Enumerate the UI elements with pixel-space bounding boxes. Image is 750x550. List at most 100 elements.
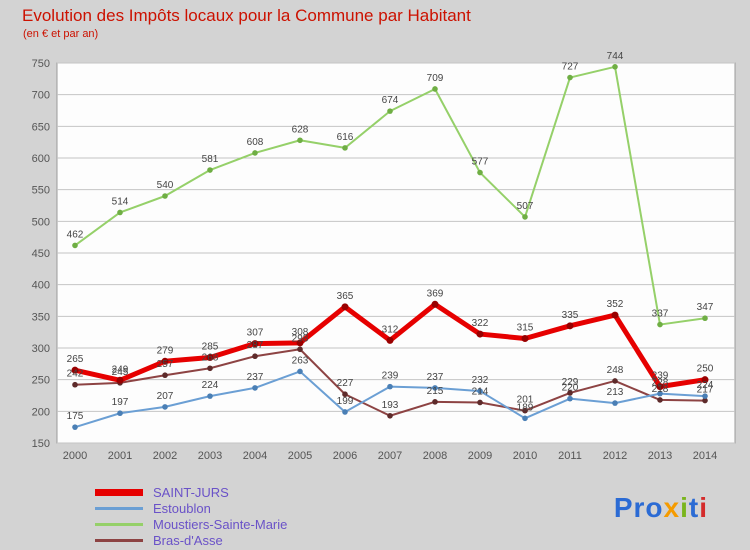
- data-point-estoublon: [432, 385, 438, 391]
- data-point-moustiers-sainte-marie: [207, 167, 213, 173]
- x-axis-tick-label: 2010: [513, 450, 537, 462]
- data-point-bras-d-asse: [702, 397, 708, 404]
- data-point-saint-jurs: [476, 330, 484, 338]
- data-label-saint-jurs: 250: [697, 364, 714, 375]
- data-label-saint-jurs: 239: [652, 371, 669, 382]
- x-axis-tick-label: 2006: [333, 450, 357, 462]
- legend-label-saint-jurs: SAINT-JURS: [153, 484, 229, 500]
- data-point-bras-d-asse: [207, 365, 213, 372]
- proxiti-logo: Proxiti: [614, 492, 708, 524]
- data-label-saint-jurs: 335: [562, 310, 579, 321]
- y-axis-tick-label: 250: [32, 375, 50, 387]
- data-point-moustiers-sainte-marie: [162, 193, 168, 199]
- data-point-bras-d-asse: [657, 397, 663, 403]
- data-point-moustiers-sainte-marie: [72, 242, 78, 249]
- data-label-estoublon: 263: [292, 355, 309, 366]
- data-label-estoublon: 175: [67, 411, 84, 422]
- data-point-saint-jurs: [566, 322, 574, 330]
- data-label-saint-jurs: 312: [382, 324, 399, 335]
- chart-subtitle: (en € et par an): [23, 28, 99, 40]
- x-axis-tick-label: 2004: [243, 450, 267, 462]
- line-chart: 150 200 250 300 350 400 450 500 550 600 650 700 750 2…: [32, 51, 736, 462]
- data-point-bras-d-asse: [342, 391, 348, 398]
- data-point-estoublon: [342, 409, 348, 415]
- data-label-estoublon: 197: [112, 397, 129, 408]
- data-label-estoublon: 224: [697, 380, 714, 391]
- data-label-bras-d-asse: 217: [697, 385, 714, 396]
- data-label-moustiers-sainte-marie: 462: [67, 229, 84, 240]
- logo-letter: r: [633, 492, 646, 523]
- data-point-estoublon: [522, 415, 528, 422]
- data-point-moustiers-sainte-marie: [522, 214, 528, 220]
- data-label-saint-jurs: 249: [112, 364, 129, 375]
- data-label-bras-d-asse: 214: [472, 386, 489, 397]
- data-point-bras-d-asse: [72, 381, 78, 388]
- data-label-estoublon: 224: [202, 380, 219, 391]
- data-point-estoublon: [612, 400, 618, 406]
- data-label-moustiers-sainte-marie: 577: [472, 157, 489, 168]
- data-point-saint-jurs: [521, 335, 529, 342]
- data-label-saint-jurs: 352: [607, 299, 624, 310]
- data-label-bras-d-asse: 268: [202, 352, 219, 363]
- data-point-estoublon: [72, 424, 78, 430]
- data-label-moustiers-sainte-marie: 514: [112, 196, 129, 207]
- logo-letter: o: [645, 492, 664, 523]
- data-label-moustiers-sainte-marie: 337: [652, 309, 669, 320]
- data-point-moustiers-sainte-marie: [432, 86, 438, 92]
- data-point-saint-jurs: [611, 311, 619, 319]
- data-point-estoublon: [567, 395, 573, 402]
- y-axis-tick-label: 550: [32, 185, 50, 197]
- data-label-estoublon: 213: [607, 387, 624, 398]
- data-label-estoublon: 237: [427, 372, 444, 383]
- data-point-saint-jurs: [341, 303, 349, 311]
- data-point-estoublon: [477, 388, 483, 394]
- logo-letter: P: [613, 492, 634, 523]
- y-axis-tick-label: 500: [32, 216, 50, 228]
- data-point-moustiers-sainte-marie: [567, 74, 573, 81]
- data-label-moustiers-sainte-marie: 581: [202, 154, 219, 165]
- y-axis-tick-label: 400: [32, 280, 50, 292]
- data-label-moustiers-sainte-marie: 628: [292, 124, 309, 135]
- data-point-saint-jurs: [251, 340, 259, 348]
- legend-item-saint-jurs: SAINT-JURS: [95, 484, 287, 500]
- data-label-bras-d-asse: 287: [247, 340, 264, 351]
- y-axis-tick-label: 450: [32, 248, 50, 260]
- data-point-moustiers-sainte-marie: [252, 150, 258, 156]
- legend-swatch-bras-d-asse: [95, 538, 143, 542]
- data-label-saint-jurs: 279: [157, 345, 174, 356]
- data-label-saint-jurs: 265: [67, 354, 84, 365]
- data-point-saint-jurs: [71, 366, 79, 374]
- data-label-bras-d-asse: 193: [382, 400, 399, 411]
- data-point-moustiers-sainte-marie: [297, 137, 303, 144]
- data-label-moustiers-sainte-marie: 540: [157, 180, 174, 191]
- data-label-bras-d-asse: 218: [652, 384, 669, 395]
- data-point-bras-d-asse: [612, 378, 618, 384]
- data-label-saint-jurs: 322: [472, 318, 489, 329]
- data-point-bras-d-asse: [162, 372, 168, 379]
- legend-item-estoublon: Estoublon: [95, 500, 287, 516]
- chart-legend: SAINT-JURS Estoublon Moustiers-Sainte-Mari…: [95, 484, 287, 548]
- data-label-bras-d-asse: 248: [607, 365, 624, 376]
- x-axis-tick-label: 2012: [603, 450, 627, 462]
- legend-label-bras-d-asse: Bras-d'Asse: [153, 532, 223, 548]
- y-axis-tick-label: 350: [32, 311, 50, 323]
- data-label-estoublon: 237: [247, 372, 264, 383]
- x-axis-tick-label: 2011: [558, 450, 582, 462]
- data-label-estoublon: 207: [157, 391, 174, 402]
- data-label-estoublon: 220: [562, 383, 579, 394]
- x-axis-tick-label: 2013: [648, 450, 672, 462]
- data-point-estoublon: [252, 385, 258, 391]
- data-point-bras-d-asse: [252, 353, 258, 360]
- data-label-moustiers-sainte-marie: 674: [382, 95, 399, 106]
- data-point-saint-jurs: [296, 339, 304, 347]
- chart-title: Evolution des Impôts locaux pour la Comm…: [22, 6, 471, 25]
- y-axis-tick-label: 200: [32, 406, 50, 418]
- data-point-saint-jurs: [206, 354, 214, 361]
- data-point-bras-d-asse: [567, 390, 573, 396]
- data-label-bras-d-asse: 215: [427, 386, 444, 397]
- data-label-estoublon: 228: [652, 378, 669, 389]
- data-point-saint-jurs: [116, 376, 124, 384]
- logo-letter: x: [663, 492, 681, 523]
- data-point-estoublon: [702, 393, 708, 399]
- data-point-moustiers-sainte-marie: [612, 64, 618, 70]
